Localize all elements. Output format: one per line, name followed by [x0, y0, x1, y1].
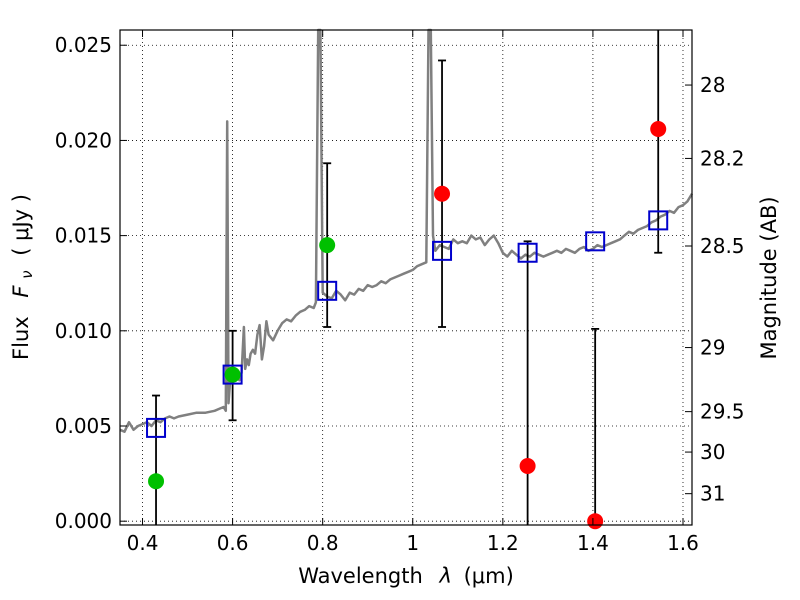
- y2-tick-label: 29.5: [700, 400, 745, 424]
- y2-tick-label: 29: [700, 336, 725, 360]
- y-axis-label-prefix: Flux: [9, 316, 33, 360]
- y-tick-label: 0.025: [55, 33, 112, 57]
- model-square-marker: [585, 231, 606, 252]
- y2-tick-label: 31: [700, 482, 725, 506]
- y2-tick-label: 28.2: [700, 146, 745, 170]
- y-tick-label: 0.010: [55, 319, 112, 343]
- model-square-marker: [648, 210, 669, 231]
- x-tick-label: 0.4: [127, 531, 159, 555]
- y-axis-label-unit: ( μJy ): [9, 194, 33, 256]
- model-square-marker: [317, 280, 338, 301]
- spectrum-line: [119, 28, 694, 433]
- x-tick-label: 1.4: [577, 531, 609, 555]
- photometry-point: [434, 185, 451, 202]
- plot-frame: [119, 29, 693, 526]
- y-tick-label: 0.020: [55, 128, 112, 152]
- x-tick-label: 0.8: [307, 531, 339, 555]
- y-tick-label: 0.000: [55, 509, 112, 533]
- errorbar: [654, 30, 663, 254]
- x-axis-label-unit: (μm): [464, 564, 514, 588]
- model-square-marker: [517, 242, 538, 263]
- y-tick-label: 0.005: [55, 414, 112, 438]
- x-tick-label: 1: [406, 531, 419, 555]
- spectrum-layer: [119, 28, 694, 433]
- errorbar: [523, 240, 532, 525]
- x-tick-label: 0.6: [217, 531, 249, 555]
- photometry-point: [148, 473, 165, 490]
- x-axis-label-symbol: λ: [438, 564, 451, 588]
- y-axis-label-sub: ν: [18, 270, 36, 278]
- x-axis-label-prefix: Wavelength: [298, 564, 423, 588]
- x-tick-label: 1.2: [487, 531, 519, 555]
- grid: [120, 30, 692, 525]
- y-axis-label: Flux F ν ( μJy ): [9, 194, 37, 360]
- model-square-marker: [432, 240, 453, 261]
- photometry-point: [587, 513, 604, 530]
- photometry-point: [319, 237, 336, 254]
- tick-layer: 0.4 0.6 0.8 1 1.2 1.4 1.6 0.000 0.005 0.010 0.015 0…: [55, 30, 745, 555]
- photometry-point: [224, 366, 241, 383]
- marker-layer: [146, 121, 669, 530]
- errorbar: [152, 394, 161, 525]
- errorbar: [591, 328, 600, 525]
- x-tick-label: 1.6: [667, 531, 699, 555]
- model-square-marker: [222, 364, 243, 385]
- x-axis-label: Wavelength λ (μm): [298, 564, 514, 588]
- photometry-point: [650, 121, 667, 137]
- photometry-point: [519, 457, 536, 474]
- y2-tick-label: 28.5: [700, 234, 745, 258]
- model-square-marker: [146, 417, 167, 438]
- y-tick-label: 0.015: [55, 224, 112, 248]
- y-axis-label-symbol: F: [9, 285, 33, 298]
- y2-tick-label: 28: [700, 73, 725, 97]
- y2-axis-label: Magnitude (AB): [757, 196, 781, 359]
- y2-tick-label: 30: [700, 440, 725, 464]
